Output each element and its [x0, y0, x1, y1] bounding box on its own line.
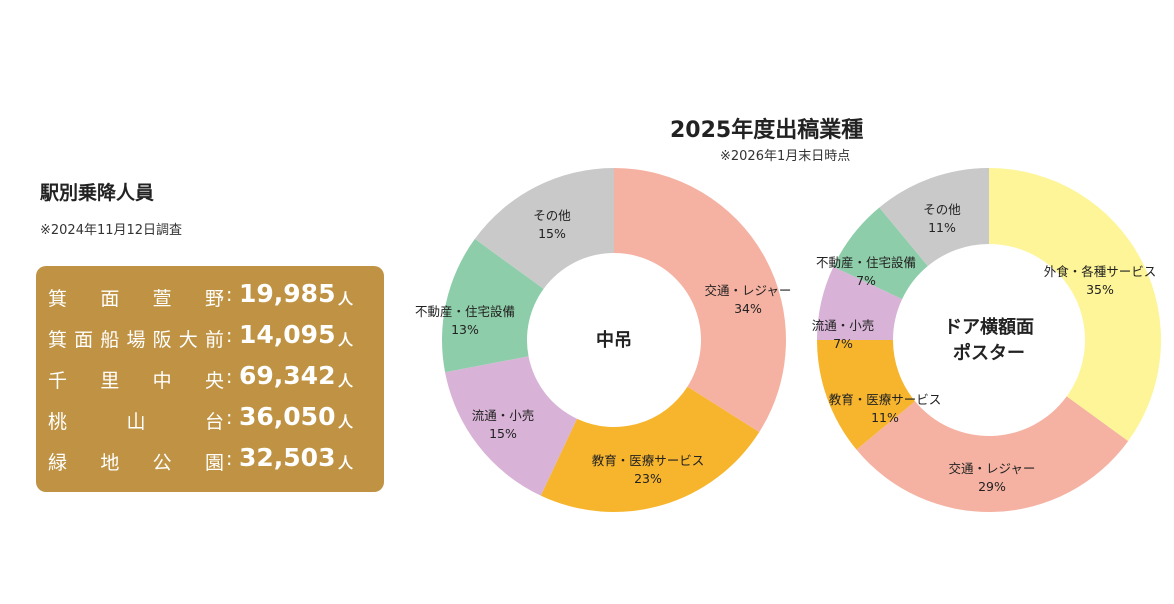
slice-name-label: 交通・レジャー — [949, 461, 1036, 476]
station-name: 千里中央 — [48, 370, 224, 392]
slice-name-label: 交通・レジャー — [705, 283, 792, 298]
donut-slice — [445, 356, 577, 496]
chart-title: 2025年度出稿業種 — [670, 118, 864, 143]
slice-name-label: その他 — [923, 202, 961, 217]
ridership-unit: 人 — [338, 454, 354, 472]
ridership-count: 69,342 — [239, 361, 336, 390]
donut-slice — [614, 168, 787, 433]
separator: : — [226, 284, 233, 306]
slice-percent-label: 35% — [1086, 282, 1114, 297]
ridership-note: ※2024年11月12日調査 — [40, 223, 183, 238]
donut-slice — [817, 340, 916, 450]
slice-percent-label: 29% — [978, 479, 1006, 494]
ridership-count: 14,095 — [239, 320, 336, 349]
station-name: 箕面萱野 — [48, 288, 224, 310]
ridership-row: 桃山台:36,050 人 — [36, 401, 384, 437]
slice-percent-label: 34% — [734, 301, 762, 316]
ridership-row: 箕面船場阪大前:14,095 人 — [36, 319, 384, 355]
donut-slice — [856, 396, 1129, 512]
station-name: 桃山台 — [48, 411, 224, 433]
ridership-unit: 人 — [338, 331, 354, 349]
station-name: 箕面船場阪大前 — [48, 329, 224, 351]
donut-slice — [833, 207, 928, 300]
slice-percent-label: 11% — [871, 410, 899, 425]
ridership-unit: 人 — [338, 290, 354, 308]
slice-percent-label: 7% — [833, 336, 853, 351]
donut-slice — [879, 168, 989, 267]
slice-name-label: 流通・小売 — [472, 408, 535, 423]
separator: : — [226, 407, 233, 429]
slice-name-label: その他 — [533, 208, 571, 223]
donut-slice — [540, 386, 760, 512]
ridership-unit: 人 — [338, 413, 354, 431]
slice-name-label: 不動産・住宅設備 — [415, 304, 515, 319]
slice-name-label: 教育・医療サービス — [592, 453, 705, 468]
ridership-row: 緑地公園:32,503 人 — [36, 442, 384, 478]
slice-percent-label: 15% — [538, 226, 566, 241]
station-name: 緑地公園 — [48, 452, 224, 474]
slice-percent-label: 23% — [634, 471, 662, 486]
ridership-row: 千里中央:69,342 人 — [36, 360, 384, 396]
ridership-row: 箕面萱野:19,985 人 — [36, 278, 384, 314]
slice-percent-label: 11% — [928, 220, 956, 235]
slice-percent-label: 13% — [451, 322, 479, 337]
slice-percent-label: 7% — [856, 273, 876, 288]
donut-slice — [989, 168, 1161, 442]
donut-slice — [817, 266, 903, 340]
separator: : — [226, 366, 233, 388]
separator: : — [226, 448, 233, 470]
donut-center-label: 中吊 — [596, 329, 632, 351]
slice-percent-label: 15% — [489, 426, 517, 441]
ridership-count: 36,050 — [239, 402, 336, 431]
separator: : — [226, 325, 233, 347]
chart-note: ※2026年1月末日時点 — [720, 149, 851, 164]
slice-name-label: 外食・各種サービス — [1044, 264, 1157, 279]
donut-slice — [442, 238, 544, 373]
slice-name-label: 教育・医療サービス — [829, 392, 942, 407]
ridership-unit: 人 — [338, 372, 354, 390]
donut-slice — [474, 168, 614, 289]
ridership-count: 32,503 — [239, 443, 336, 472]
ridership-title: 駅別乗降人員 — [40, 182, 155, 204]
donut-center-label: ドア横額面 — [944, 316, 1034, 338]
slice-name-label: 流通・小売 — [812, 318, 875, 333]
donut-center-label: ポスター — [953, 342, 1025, 364]
ridership-panel: 箕面萱野:19,985 人箕面船場阪大前:14,095 人千里中央:69,342 人桃… — [36, 266, 384, 492]
ridership-count: 19,985 — [239, 279, 336, 308]
slice-name-label: 不動産・住宅設備 — [816, 255, 916, 270]
